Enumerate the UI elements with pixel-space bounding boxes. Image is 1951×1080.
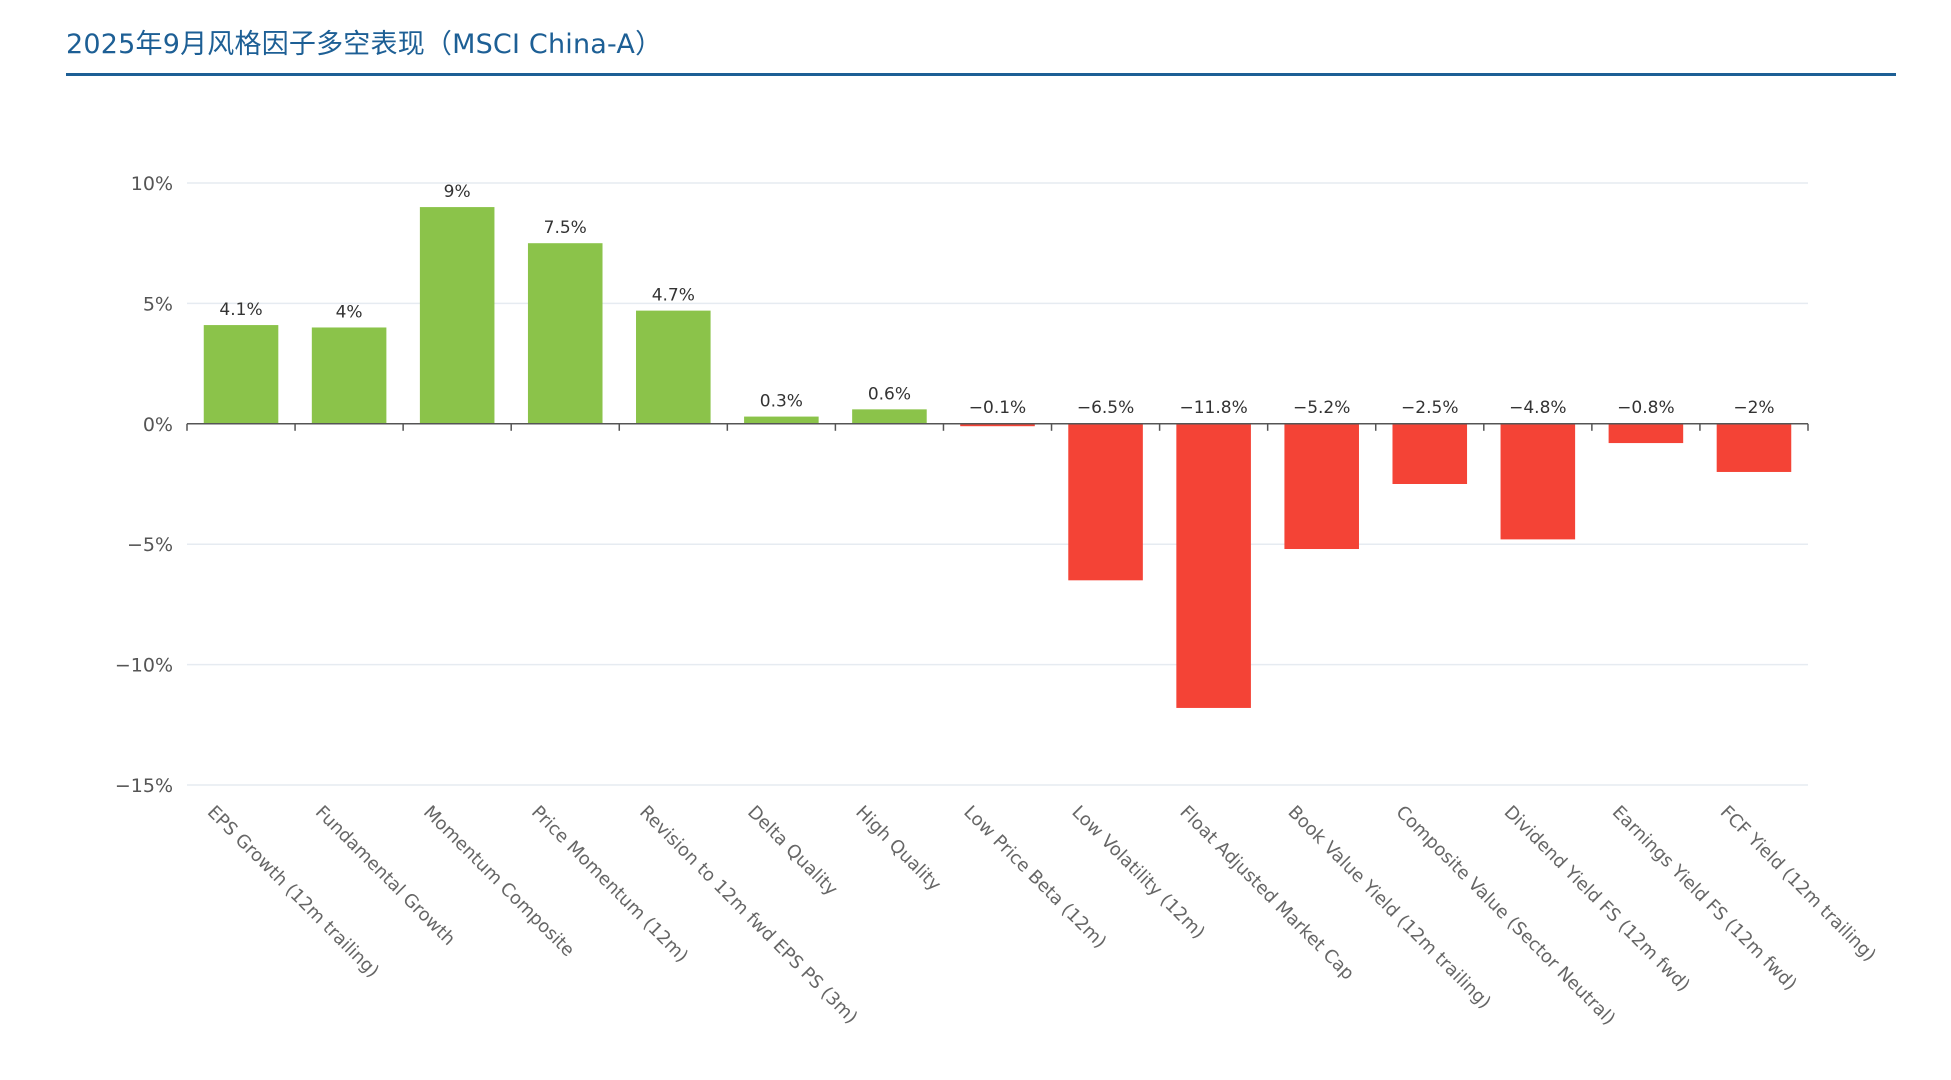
data-label: −2.5% [1401, 398, 1458, 418]
bar [1284, 423, 1359, 550]
bar [1068, 423, 1143, 581]
x-category-label: Float Adjusted Market Cap [1176, 802, 1359, 985]
x-category-label: Revision to 12m fwd EPS PS (3m) [635, 802, 861, 1028]
y-tick-label: −5% [127, 534, 173, 556]
x-category-label: Composite Value (Sector Neutral) [1392, 802, 1620, 1030]
y-axis-tick-labels: 10% 5% 0% −5% −10% −15% [115, 173, 173, 797]
chart-title: 2025年9月风格因子多空表现（MSCI China-A） [66, 29, 663, 60]
data-label: −6.5% [1077, 398, 1134, 418]
bar [203, 325, 279, 424]
x-category-label: Dividend Yield FS (12m fwd) [1500, 802, 1694, 996]
data-label: 7.5% [544, 218, 587, 238]
bar [744, 416, 819, 424]
x-axis-category-labels: EPS Growth (12m trailing)Fundamental Gro… [203, 802, 1880, 1030]
x-category-label: Delta Quality [743, 802, 842, 901]
x-category-label: Earnings Yield FS (12m fwd) [1608, 802, 1801, 995]
y-tick-label: −10% [115, 655, 173, 677]
bar [960, 423, 1035, 427]
data-label: 4% [336, 302, 363, 322]
data-label: 0.3% [760, 392, 803, 412]
y-tick-label: 5% [143, 293, 173, 315]
data-label: −5.2% [1293, 398, 1350, 418]
y-tick-label: 0% [143, 414, 173, 436]
bar [1500, 423, 1576, 540]
data-label: 4.7% [652, 286, 695, 306]
bars [203, 207, 1792, 708]
bar [527, 243, 603, 424]
data-label: −11.8% [1180, 398, 1248, 418]
bar [1176, 423, 1251, 708]
x-category-label: High Quality [851, 802, 945, 896]
bar [1608, 423, 1684, 444]
bar [1392, 423, 1468, 484]
x-axis [186, 423, 1809, 431]
bar [311, 327, 387, 424]
bar [419, 207, 495, 424]
x-category-label: EPS Growth (12m trailing) [203, 802, 383, 982]
data-labels: 4.1% 4% 9% 7.5% 4.7% 0.3% 0.6% −0.1% −6.5% −11.8%… [219, 182, 1774, 418]
data-label: −4.8% [1509, 398, 1566, 418]
bar [1716, 423, 1792, 472]
title-underline [66, 73, 1896, 76]
data-label: −0.8% [1617, 398, 1674, 418]
data-label: 4.1% [219, 300, 262, 320]
y-tick-label: 10% [131, 173, 173, 195]
y-tick-label: −15% [115, 775, 173, 797]
data-label: 9% [444, 182, 471, 202]
bar [636, 310, 711, 424]
data-label: −0.1% [969, 398, 1026, 418]
data-label: −2% [1733, 398, 1774, 418]
x-category-label: Book Value Yield (12m trailing) [1284, 802, 1495, 1013]
bar [852, 409, 927, 424]
data-label: 0.6% [868, 384, 911, 404]
